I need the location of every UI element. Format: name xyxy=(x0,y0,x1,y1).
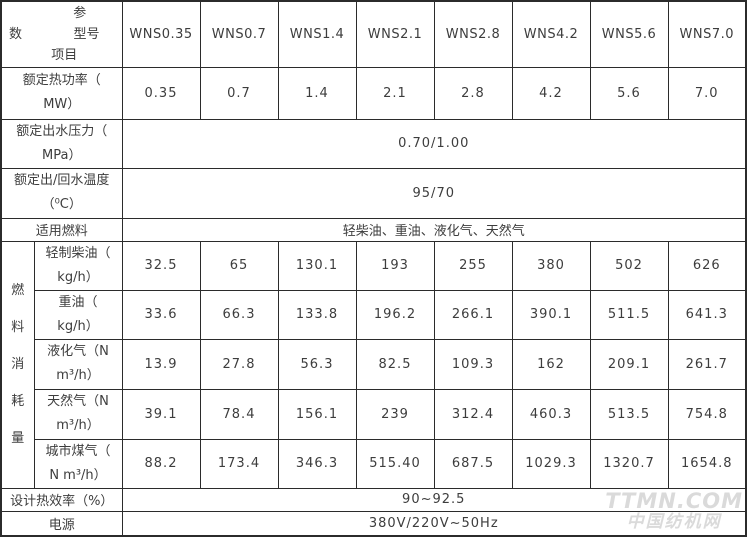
corner-header-cell: 参 数 型号 项目 xyxy=(0,0,123,68)
efficiency-row: 设计热效率（%） 90~92.5 xyxy=(0,487,747,512)
corner-param-line2: 数 xyxy=(9,26,23,42)
fuel-type-row: 适用燃料 轻柴油、重油、液化气、天然气 xyxy=(0,217,747,242)
value-cell: 390.1 xyxy=(511,289,591,340)
corner-model-label: 型号 xyxy=(73,26,100,42)
value-cell: 109.3 xyxy=(433,338,513,390)
value-cell: 255 xyxy=(433,240,513,291)
model-header-cell: WNS0.35 xyxy=(121,0,201,68)
value-cell: 39.1 xyxy=(121,388,201,440)
value-cell: 156.1 xyxy=(277,388,357,440)
lpg-row: 液化气（N m³/h） 13.9 27.8 56.3 82.5 109.3 16… xyxy=(1,338,747,390)
model-header-cell: WNS2.1 xyxy=(355,0,435,68)
fuel-group-label-cell: 燃料消耗量 xyxy=(0,240,35,489)
row-label-city-gas: 城市煤气（ N m³/h） xyxy=(33,438,123,489)
corner-param-line1: 参 xyxy=(73,5,87,21)
value-cell: 239 xyxy=(355,388,435,440)
value-cell: 32.5 xyxy=(121,240,201,291)
fuel-group-label: 燃料消耗量 xyxy=(11,283,25,447)
value-cell: 513.5 xyxy=(589,388,669,440)
value-cell: 626 xyxy=(667,240,747,291)
span-value-efficiency: 90~92.5 xyxy=(121,487,747,512)
value-cell: 33.6 xyxy=(121,289,201,340)
row-label-power-supply: 电源 xyxy=(0,510,123,537)
value-cell: 5.6 xyxy=(589,66,669,120)
row-label-light-diesel: 轻制柴油（ kg/h） xyxy=(33,240,123,291)
value-cell: 130.1 xyxy=(277,240,357,291)
span-value-fuel-type: 轻柴油、重油、液化气、天然气 xyxy=(121,217,747,242)
row-label-efficiency: 设计热效率（%） xyxy=(0,487,123,512)
value-cell: 88.2 xyxy=(121,438,201,489)
row-label-water-temp: 额定出/回水温度 （⁰C） xyxy=(0,167,123,219)
value-cell: 502 xyxy=(589,240,669,291)
value-cell: 1654.8 xyxy=(667,438,747,489)
corner-param-line3: 项目 xyxy=(51,47,78,63)
value-cell: 13.9 xyxy=(121,338,201,390)
light-diesel-row: 燃料消耗量 轻制柴油（ kg/h） 32.5 65 130.1 193 255 … xyxy=(0,240,747,489)
value-cell: 687.5 xyxy=(433,438,513,489)
value-cell: 66.3 xyxy=(199,289,279,340)
model-header-cell: WNS2.8 xyxy=(433,0,513,68)
value-cell: 56.3 xyxy=(277,338,357,390)
model-header-cell: WNS7.0 xyxy=(667,0,747,68)
value-cell: 515.40 xyxy=(355,438,435,489)
value-cell: 65 xyxy=(199,240,279,291)
value-cell: 2.1 xyxy=(355,66,435,120)
heavy-oil-row: 重油（ kg/h） 33.6 66.3 133.8 196.2 266.1 39… xyxy=(1,289,747,340)
value-cell: 312.4 xyxy=(433,388,513,440)
value-cell: 0.35 xyxy=(121,66,201,120)
value-cell: 82.5 xyxy=(355,338,435,390)
value-cell: 2.8 xyxy=(433,66,513,120)
value-cell: 261.7 xyxy=(667,338,747,390)
value-cell: 511.5 xyxy=(589,289,669,340)
value-cell: 346.3 xyxy=(277,438,357,489)
value-cell: 193 xyxy=(355,240,435,291)
value-cell: 754.8 xyxy=(667,388,747,440)
water-temp-row: 额定出/回水温度 （⁰C） 95/70 xyxy=(0,167,747,219)
row-label-natural-gas: 天然气（N m³/h） xyxy=(33,388,123,440)
value-cell: 1029.3 xyxy=(511,438,591,489)
span-value-water-temp: 95/70 xyxy=(121,167,747,219)
model-header-cell: WNS0.7 xyxy=(199,0,279,68)
value-cell: 1320.7 xyxy=(589,438,669,489)
rated-power-row: 额定热功率（ MW） 0.35 0.7 1.4 2.1 2.8 4.2 5.6 … xyxy=(0,66,747,120)
row-label-lpg: 液化气（N m³/h） xyxy=(33,338,123,390)
value-cell: 0.7 xyxy=(199,66,279,120)
value-cell: 173.4 xyxy=(199,438,279,489)
value-cell: 4.2 xyxy=(511,66,591,120)
value-cell: 78.4 xyxy=(199,388,279,440)
value-cell: 209.1 xyxy=(589,338,669,390)
outlet-pressure-row: 额定出水压力（ MPa） 0.70/1.00 xyxy=(0,118,747,169)
value-cell: 7.0 xyxy=(667,66,747,120)
city-gas-row: 城市煤气（ N m³/h） 88.2 173.4 346.3 515.40 68… xyxy=(1,438,747,489)
model-header-cell: WNS4.2 xyxy=(511,0,591,68)
natural-gas-row: 天然气（N m³/h） 39.1 78.4 156.1 239 312.4 46… xyxy=(1,388,747,440)
power-supply-row: 电源 380V/220V~50Hz xyxy=(0,510,747,537)
value-cell: 641.3 xyxy=(667,289,747,340)
model-header-cell: WNS5.6 xyxy=(589,0,669,68)
header-row: 参 数 型号 项目 WNS0.35 WNS0.7 WNS1.4 WNS2.1 W… xyxy=(0,0,747,68)
value-cell: 162 xyxy=(511,338,591,390)
value-cell: 133.8 xyxy=(277,289,357,340)
row-label-fuel-type: 适用燃料 xyxy=(0,217,123,242)
value-cell: 196.2 xyxy=(355,289,435,340)
row-label-outlet-pressure: 额定出水压力（ MPa） xyxy=(0,118,123,169)
value-cell: 460.3 xyxy=(511,388,591,440)
value-cell: 266.1 xyxy=(433,289,513,340)
value-cell: 1.4 xyxy=(277,66,357,120)
span-value-outlet-pressure: 0.70/1.00 xyxy=(121,118,747,169)
span-value-power-supply: 380V/220V~50Hz xyxy=(121,510,747,537)
row-label-rated-power: 额定热功率（ MW） xyxy=(0,66,123,120)
row-label-heavy-oil: 重油（ kg/h） xyxy=(33,289,123,340)
value-cell: 27.8 xyxy=(199,338,279,390)
model-header-cell: WNS1.4 xyxy=(277,0,357,68)
value-cell: 380 xyxy=(511,240,591,291)
